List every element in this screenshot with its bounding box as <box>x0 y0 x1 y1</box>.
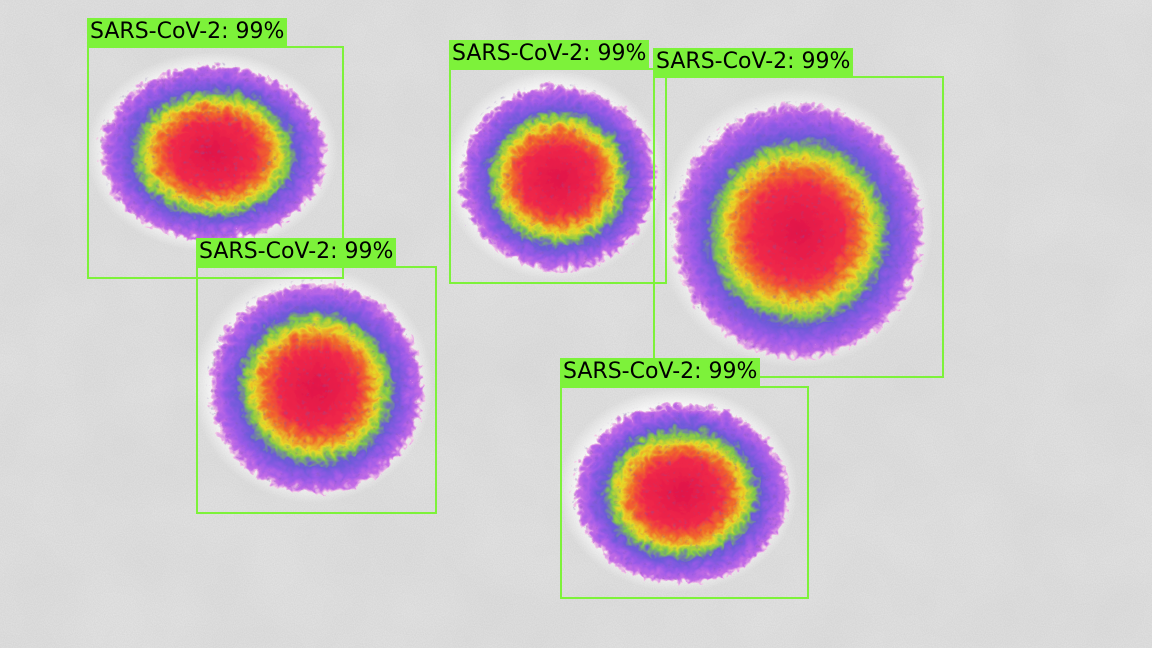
virion <box>558 388 798 592</box>
virion <box>657 88 933 368</box>
virion <box>86 52 338 252</box>
virion <box>193 267 433 503</box>
virion <box>445 70 665 280</box>
